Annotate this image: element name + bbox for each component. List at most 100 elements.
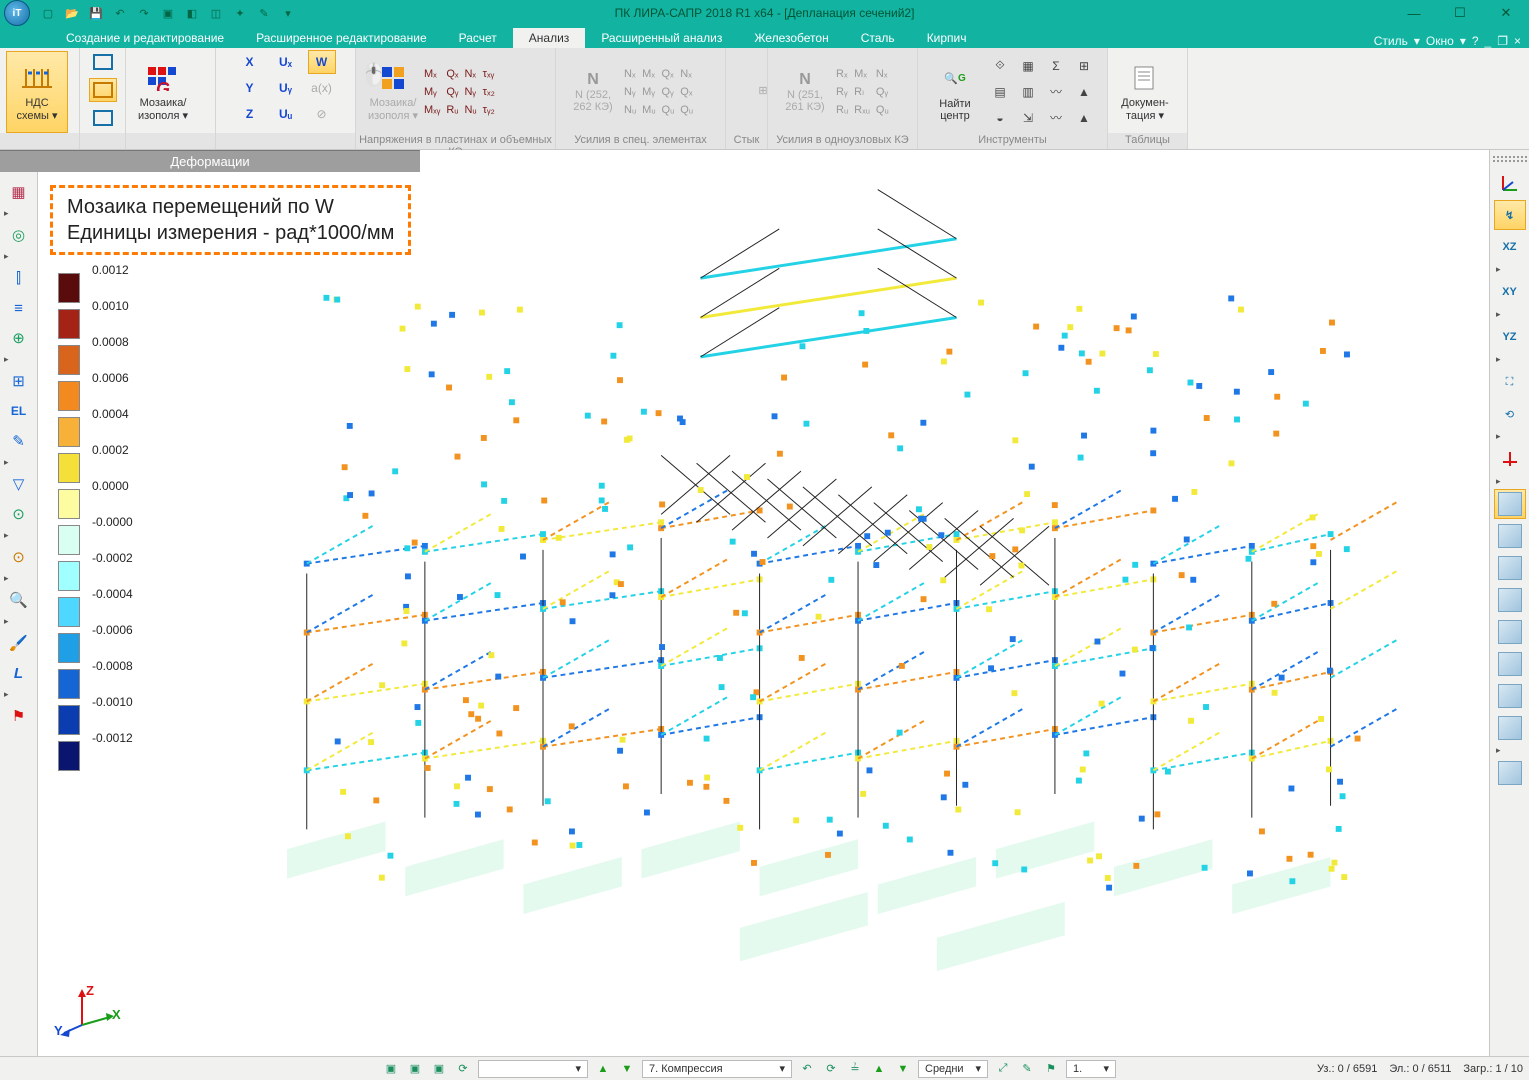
- disp-uy-button[interactable]: Uᵧ: [272, 76, 300, 100]
- force-ny[interactable]: Nᵧ: [464, 83, 476, 101]
- rtool-expand[interactable]: ▸: [1496, 431, 1501, 442]
- sp-qy[interactable]: Qᵧ: [662, 83, 675, 101]
- tab-calc[interactable]: Расчет: [443, 28, 513, 48]
- sn-qy[interactable]: Qᵧ: [876, 83, 889, 101]
- qat-shaded-icon[interactable]: ◧: [184, 5, 200, 21]
- style-menu[interactable]: Стиль: [1374, 34, 1408, 48]
- sn-rxu[interactable]: Rₓᵤ: [854, 101, 870, 119]
- sb-icon-3[interactable]: ▣: [430, 1060, 448, 1078]
- tool-9-icon[interactable]: ◒: [986, 106, 1014, 130]
- qat-new-icon[interactable]: ▢: [40, 5, 56, 21]
- rtool-rot-button[interactable]: ⟲: [1494, 399, 1526, 429]
- tool-8-icon[interactable]: ▲: [1070, 80, 1098, 104]
- sn-mx[interactable]: Mₓ: [854, 65, 870, 83]
- force-tyz[interactable]: τᵧ₂: [483, 101, 495, 119]
- ltool-L-icon[interactable]: L: [4, 659, 34, 687]
- sb-icon-12[interactable]: ⚑: [1042, 1060, 1060, 1078]
- qat-cube-icon[interactable]: ◫: [208, 5, 224, 21]
- sb-icon-arrow2[interactable]: ▼: [618, 1060, 636, 1078]
- disp-none-button[interactable]: ⊘: [308, 102, 336, 126]
- rtool-expand[interactable]: ▸: [1496, 745, 1501, 756]
- rtool-axes-iso-button[interactable]: ↯: [1494, 200, 1526, 230]
- rtool-expand[interactable]: ▸: [1496, 264, 1501, 275]
- sp-e2[interactable]: Qᵤ: [680, 101, 693, 119]
- sb-icon-7[interactable]: ≟: [846, 1060, 864, 1078]
- ltool-expand-1[interactable]: ▸: [4, 208, 9, 219]
- nds-schemes-button[interactable]: НДС схемы ▾: [6, 51, 68, 133]
- window-menu[interactable]: Окно: [1426, 34, 1454, 48]
- sp-nu[interactable]: Nᵤ: [624, 101, 636, 119]
- sb-combo-4[interactable]: 1.▾: [1066, 1060, 1116, 1078]
- sn-rl[interactable]: Rₗ: [854, 83, 870, 101]
- ltool-zoom-icon[interactable]: 🔍: [4, 586, 34, 614]
- force-qx[interactable]: Qₓ: [446, 65, 458, 83]
- rtool-cube-persp-button[interactable]: [1494, 758, 1526, 788]
- sb-icon-arrow[interactable]: ▲: [594, 1060, 612, 1078]
- sp-qx[interactable]: Qₓ: [662, 65, 675, 83]
- sn-nx[interactable]: Nₓ: [876, 65, 889, 83]
- rtool-XZ-button[interactable]: XZ: [1494, 232, 1526, 262]
- qat-more-icon[interactable]: ▾: [280, 5, 296, 21]
- sb-icon-8[interactable]: ▲: [870, 1060, 888, 1078]
- rtool-cube-button[interactable]: [1494, 489, 1526, 519]
- tab-analysis[interactable]: Анализ: [513, 28, 586, 48]
- force-mx[interactable]: Mₓ: [424, 65, 440, 83]
- sp-qu[interactable]: Qᵤ: [662, 101, 675, 119]
- qat-save-icon[interactable]: 💾: [88, 5, 104, 21]
- ltool-el-icon[interactable]: EL: [4, 397, 34, 425]
- force-txy[interactable]: τₓᵧ: [483, 65, 495, 83]
- minimize-button[interactable]: —: [1391, 0, 1437, 26]
- tool-6-icon[interactable]: ▥: [1014, 80, 1042, 104]
- close-button[interactable]: ✕: [1483, 0, 1529, 26]
- ltool-grid-icon[interactable]: ▦: [4, 178, 34, 206]
- tool-1-icon[interactable]: ⟐: [986, 54, 1014, 78]
- tool-5-icon[interactable]: ▤: [986, 80, 1014, 104]
- frame-icon-3[interactable]: [89, 106, 117, 130]
- ltool-paint-icon[interactable]: ✎: [4, 427, 34, 455]
- ltool-flag-icon[interactable]: ⚑: [4, 702, 34, 730]
- ltool-hbars-icon[interactable]: ≡: [4, 294, 34, 322]
- qat-wand-icon[interactable]: ✎: [256, 5, 272, 21]
- tab-concrete[interactable]: Железобетон: [738, 28, 844, 48]
- force-txz[interactable]: τₓ₂: [483, 83, 495, 101]
- axis-z-button[interactable]: Z: [236, 102, 264, 126]
- tool-12-icon[interactable]: ▲: [1070, 106, 1098, 130]
- rtool-XY-button[interactable]: XY: [1494, 277, 1526, 307]
- tab-ext-analysis[interactable]: Расширенный анализ: [585, 28, 738, 48]
- mdi-restore-icon[interactable]: ❐: [1497, 34, 1508, 48]
- sn-ry[interactable]: Rᵧ: [836, 83, 848, 101]
- sn-rx[interactable]: Rₓ: [836, 65, 848, 83]
- ltool-expand-6[interactable]: ▸: [4, 573, 9, 584]
- rtool-cube-button[interactable]: [1494, 521, 1526, 551]
- qat-undo-icon[interactable]: ↶: [112, 5, 128, 21]
- viewport[interactable]: 0.00120.00100.00080.00060.00040.00020.00…: [38, 150, 1489, 1056]
- sp-nx[interactable]: Nₓ: [624, 65, 636, 83]
- rtool-cube-button[interactable]: [1494, 585, 1526, 615]
- sn-ru[interactable]: Rᵤ: [836, 101, 848, 119]
- ltool-expand-2[interactable]: ▸: [4, 251, 9, 262]
- sb-icon-6[interactable]: ⟳: [822, 1060, 840, 1078]
- rtool-cube-button[interactable]: [1494, 713, 1526, 743]
- sp-e0[interactable]: Nₓ: [680, 65, 693, 83]
- rtool-YZ-button[interactable]: YZ: [1494, 322, 1526, 352]
- sp-ny[interactable]: Nᵧ: [624, 83, 636, 101]
- ltool-expand-4[interactable]: ▸: [4, 457, 9, 468]
- qat-box-icon[interactable]: ▣: [160, 5, 176, 21]
- sb-combo-2[interactable]: 7. Компрессия▾: [642, 1060, 792, 1078]
- qat-open-icon[interactable]: 📂: [64, 5, 80, 21]
- force-ru[interactable]: Rᵤ: [446, 101, 458, 119]
- rtool-axes-red-button[interactable]: [1494, 444, 1526, 474]
- force-qy[interactable]: Qᵧ: [446, 83, 458, 101]
- disp-w-button[interactable]: W: [308, 50, 336, 74]
- sb-icon-4[interactable]: ⟳: [454, 1060, 472, 1078]
- tab-steel[interactable]: Сталь: [845, 28, 911, 48]
- tool-7-icon[interactable]: 〰: [1042, 80, 1070, 104]
- ltool-grid2-icon[interactable]: ⊞: [4, 367, 34, 395]
- tool-3-icon[interactable]: Σ: [1042, 54, 1070, 78]
- rtool-expand[interactable]: ▸: [1496, 476, 1501, 487]
- sb-combo-1[interactable]: ▾: [478, 1060, 588, 1078]
- find-center-button[interactable]: 🔍G Найти центр: [924, 51, 986, 133]
- sp-mx[interactable]: Mₓ: [642, 65, 655, 83]
- disp-uz-button[interactable]: Uᵤ: [272, 102, 300, 126]
- tool-11-icon[interactable]: 〰: [1042, 106, 1070, 130]
